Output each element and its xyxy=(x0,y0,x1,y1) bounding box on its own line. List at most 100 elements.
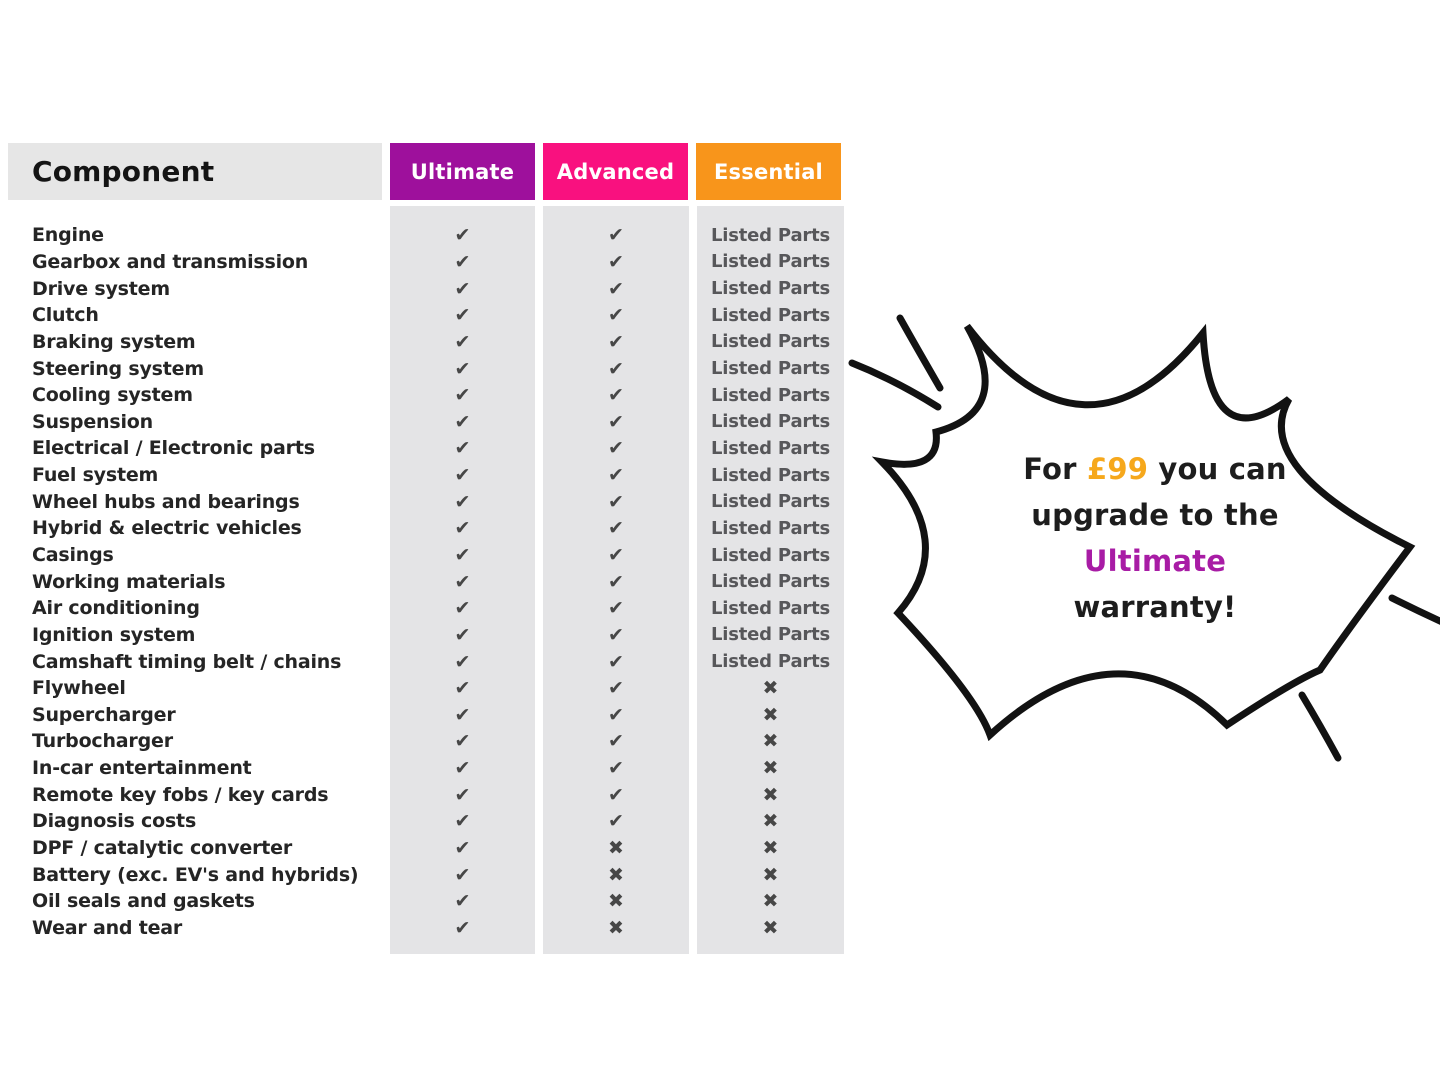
cross-icon: ✖ xyxy=(762,730,779,753)
advanced-cell: ✔ xyxy=(543,677,689,699)
ultimate-cell: ✔ xyxy=(390,651,535,673)
essential-cell: ✖ xyxy=(697,757,844,779)
component-label: Camshaft timing belt / chains xyxy=(32,650,342,673)
table-row: Clutch ✔ ✔ Listed Parts xyxy=(8,302,844,329)
check-icon: ✔ xyxy=(608,623,624,646)
essential-cell: ✖ xyxy=(697,810,844,832)
check-icon: ✔ xyxy=(454,250,471,273)
listed-parts-label: Listed Parts xyxy=(711,544,830,566)
advanced-cell: ✔ xyxy=(543,384,689,406)
essential-cell: Listed Parts xyxy=(697,225,844,246)
plan-header-ultimate: Ultimate xyxy=(390,143,535,200)
component-label: Steering system xyxy=(32,357,204,380)
component-label: Cooling system xyxy=(32,384,193,407)
component-label: Casings xyxy=(32,544,114,566)
table-row: Cooling system ✔ ✔ Listed Parts xyxy=(8,382,844,409)
essential-cell: Listed Parts xyxy=(697,305,844,326)
accent-stroke-bottom-right xyxy=(1298,691,1342,762)
component-label: Fuel system xyxy=(32,464,159,487)
check-icon: ✔ xyxy=(454,384,471,407)
advanced-cell: ✖ xyxy=(543,917,689,939)
ultimate-cell: ✔ xyxy=(390,624,535,646)
component-label: Battery (exc. EV's and hybrids) xyxy=(32,863,359,886)
check-icon: ✔ xyxy=(454,650,471,673)
check-icon: ✔ xyxy=(454,224,471,247)
advanced-cell: ✔ xyxy=(543,651,689,673)
advanced-cell: ✖ xyxy=(543,837,689,859)
check-icon: ✔ xyxy=(608,250,624,273)
component-label: Wear and tear xyxy=(32,916,183,939)
check-icon: ✔ xyxy=(608,570,624,593)
table-row: In-car entertainment ✔ ✔ ✖ xyxy=(8,755,844,782)
bubble-text-segment: For xyxy=(1023,452,1087,486)
component-label: Engine xyxy=(32,224,104,247)
essential-cell: Listed Parts xyxy=(697,545,844,566)
ultimate-cell: ✔ xyxy=(390,810,535,832)
check-icon: ✔ xyxy=(454,330,471,353)
table-row: Fuel system ✔ ✔ Listed Parts xyxy=(8,462,844,489)
bubble-text-line: upgrade to the xyxy=(955,492,1355,538)
check-icon: ✔ xyxy=(608,677,624,700)
column-background-advanced xyxy=(543,206,689,954)
cross-icon: ✖ xyxy=(608,863,624,886)
component-label: DPF / catalytic converter xyxy=(32,837,293,860)
essential-cell: Listed Parts xyxy=(697,278,844,299)
ultimate-cell: ✔ xyxy=(390,837,535,859)
advanced-cell: ✔ xyxy=(543,624,689,646)
table-row: Air conditioning ✔ ✔ Listed Parts xyxy=(8,595,844,622)
check-icon: ✔ xyxy=(454,730,471,753)
table-row: Flywheel ✔ ✔ ✖ xyxy=(8,675,844,702)
essential-cell: Listed Parts xyxy=(697,491,844,512)
check-icon: ✔ xyxy=(454,437,471,460)
essential-cell: Listed Parts xyxy=(697,251,844,272)
table-row: Drive system ✔ ✔ Listed Parts xyxy=(8,275,844,302)
component-label: Hybrid & electric vehicles xyxy=(32,517,302,540)
ultimate-cell: ✔ xyxy=(390,224,535,246)
table-row: Oil seals and gaskets ✔ ✖ ✖ xyxy=(8,888,844,915)
ultimate-cell: ✔ xyxy=(390,278,535,300)
essential-cell: Listed Parts xyxy=(697,518,844,539)
check-icon: ✔ xyxy=(608,277,624,300)
essential-cell: Listed Parts xyxy=(697,411,844,432)
accent-stroke-top-left-2 xyxy=(848,359,942,411)
column-background-ultimate xyxy=(390,206,535,954)
advanced-cell: ✔ xyxy=(543,437,689,459)
table-row: Gearbox and transmission ✔ ✔ Listed Parts xyxy=(8,249,844,276)
essential-cell: ✖ xyxy=(697,677,844,699)
table-row: Wheel hubs and bearings ✔ ✔ Listed Parts xyxy=(8,488,844,515)
listed-parts-label: Listed Parts xyxy=(711,384,830,406)
cross-icon: ✖ xyxy=(762,810,779,833)
listed-parts-label: Listed Parts xyxy=(711,517,830,539)
listed-parts-label: Listed Parts xyxy=(711,331,830,353)
essential-cell: ✖ xyxy=(697,864,844,886)
table-row: Electrical / Electronic parts ✔ ✔ Listed Pa… xyxy=(8,435,844,462)
component-label: Wheel hubs and bearings xyxy=(32,490,300,513)
ultimate-cell: ✔ xyxy=(390,784,535,806)
check-icon: ✔ xyxy=(454,677,471,700)
check-icon: ✔ xyxy=(608,437,624,460)
check-icon: ✔ xyxy=(608,384,624,407)
plan-header-advanced: Advanced xyxy=(543,143,688,200)
check-icon: ✔ xyxy=(454,277,471,300)
table-row: Camshaft timing belt / chains ✔ ✔ Listed Pa… xyxy=(8,648,844,675)
advanced-cell: ✔ xyxy=(543,517,689,539)
table-row: Turbocharger ✔ ✔ ✖ xyxy=(8,728,844,755)
check-icon: ✔ xyxy=(454,810,471,833)
advanced-cell: ✔ xyxy=(543,304,689,326)
component-label: Remote key fobs / key cards xyxy=(32,783,329,806)
table-row: Battery (exc. EV's and hybrids) ✔ ✖ ✖ xyxy=(8,861,844,888)
column-background-essential xyxy=(697,206,844,954)
component-label: Gearbox and transmission xyxy=(32,250,309,273)
essential-cell: Listed Parts xyxy=(697,438,844,459)
ultimate-cell: ✔ xyxy=(390,384,535,406)
advanced-cell: ✔ xyxy=(543,544,689,566)
component-label: Suspension xyxy=(32,410,153,433)
listed-parts-label: Listed Parts xyxy=(711,304,830,326)
check-icon: ✔ xyxy=(454,863,471,886)
essential-cell: ✖ xyxy=(697,890,844,912)
check-icon: ✔ xyxy=(454,916,471,939)
check-icon: ✔ xyxy=(608,757,624,780)
listed-parts-label: Listed Parts xyxy=(711,651,830,673)
component-label: Clutch xyxy=(32,304,99,327)
advanced-cell: ✔ xyxy=(543,464,689,486)
